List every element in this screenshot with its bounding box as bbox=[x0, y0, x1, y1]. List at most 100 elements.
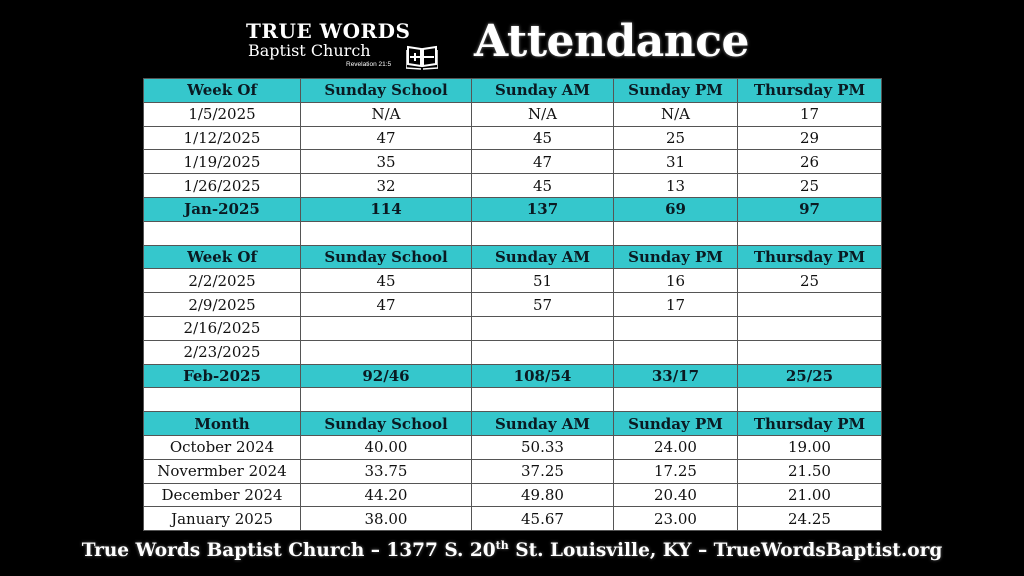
column-header: Sunday AM bbox=[471, 411, 614, 436]
column-header: Sunday School bbox=[300, 411, 472, 436]
january-header-row: Week Of Sunday School Sunday AM Sunday P… bbox=[143, 78, 882, 103]
table-cell: 24.00 bbox=[613, 434, 738, 460]
column-header: Month bbox=[143, 411, 301, 436]
table-cell: 35 bbox=[300, 149, 472, 175]
table-cell: 29 bbox=[737, 125, 882, 151]
table-cell bbox=[613, 315, 738, 341]
column-header: Sunday School bbox=[300, 78, 472, 103]
table-row: December 2024 44.20 49.80 20.40 21.00 bbox=[143, 482, 882, 508]
table-cell: 45 bbox=[471, 173, 614, 198]
table-cell: 1/5/2025 bbox=[143, 101, 301, 127]
table-row: 1/19/2025 35 47 31 26 bbox=[143, 149, 882, 175]
spacer-row bbox=[143, 387, 882, 413]
monthly-header-row: Month Sunday School Sunday AM Sunday PM … bbox=[143, 411, 882, 436]
table-cell bbox=[613, 339, 738, 365]
footer-superscript: th bbox=[495, 539, 509, 552]
open-bible-with-sword-icon bbox=[406, 45, 438, 70]
page-title: Attendance bbox=[474, 16, 750, 67]
table-cell: 1/19/2025 bbox=[143, 149, 301, 175]
table-cell: 1/26/2025 bbox=[143, 173, 301, 198]
table-cell bbox=[300, 315, 472, 341]
table-cell: 2/9/2025 bbox=[143, 292, 301, 317]
total-cell: 69 bbox=[613, 196, 738, 222]
column-header: Sunday PM bbox=[613, 411, 738, 436]
table-cell bbox=[737, 339, 882, 365]
total-cell: 97 bbox=[737, 196, 882, 222]
table-row: Novermber 2024 33.75 37.25 17.25 21.50 bbox=[143, 458, 882, 484]
total-cell: 108/54 bbox=[471, 363, 614, 389]
table-cell: 38.00 bbox=[300, 506, 472, 532]
table-cell: 20.40 bbox=[613, 482, 738, 508]
table-cell: 45.67 bbox=[471, 506, 614, 532]
january-total-row: Jan-2025 114 137 69 97 bbox=[143, 196, 882, 222]
total-cell: 92/46 bbox=[300, 363, 472, 389]
table-row: 2/2/2025 45 51 16 25 bbox=[143, 268, 882, 294]
attendance-table: Week Of Sunday School Sunday AM Sunday P… bbox=[143, 78, 882, 532]
table-cell: 47 bbox=[300, 125, 472, 151]
table-row: 2/16/2025 bbox=[143, 315, 882, 341]
table-cell: 2/16/2025 bbox=[143, 315, 301, 341]
total-cell: 114 bbox=[300, 196, 472, 222]
table-cell: 57 bbox=[471, 292, 614, 317]
total-cell: 33/17 bbox=[613, 363, 738, 389]
table-cell: 2/23/2025 bbox=[143, 339, 301, 365]
table-cell: 23.00 bbox=[613, 506, 738, 532]
column-header: Thursday PM bbox=[737, 78, 882, 103]
footer-text-part1: True Words Baptist Church – 1377 S. 20 bbox=[81, 540, 496, 561]
column-header: Thursday PM bbox=[737, 411, 882, 436]
table-cell: 25 bbox=[613, 125, 738, 151]
table-cell: December 2024 bbox=[143, 482, 301, 508]
table-cell: 17 bbox=[613, 292, 738, 317]
logo-line-revelation: Revelation 21:5 bbox=[346, 61, 392, 68]
table-cell: 24.25 bbox=[737, 506, 882, 532]
spacer-row bbox=[143, 220, 882, 246]
table-cell: 25 bbox=[737, 173, 882, 198]
table-cell: 40.00 bbox=[300, 434, 472, 460]
table-cell: Novermber 2024 bbox=[143, 458, 301, 484]
table-cell: N/A bbox=[300, 101, 472, 127]
table-cell: 13 bbox=[613, 173, 738, 198]
table-cell: 50.33 bbox=[471, 434, 614, 460]
table-cell: 25 bbox=[737, 268, 882, 294]
table-row: October 2024 40.00 50.33 24.00 19.00 bbox=[143, 434, 882, 460]
table-cell: 37.25 bbox=[471, 458, 614, 484]
table-cell: 51 bbox=[471, 268, 614, 294]
table-cell: 16 bbox=[613, 268, 738, 294]
column-header: Thursday PM bbox=[737, 244, 882, 270]
table-cell: 45 bbox=[300, 268, 472, 294]
column-header: Sunday PM bbox=[613, 78, 738, 103]
footer-address: True Words Baptist Church – 1377 S. 20th… bbox=[0, 538, 1024, 564]
february-header-row: Week Of Sunday School Sunday AM Sunday P… bbox=[143, 244, 882, 270]
table-cell: 33.75 bbox=[300, 458, 472, 484]
table-cell: January 2025 bbox=[143, 506, 301, 532]
table-cell bbox=[737, 315, 882, 341]
february-total-row: Feb-2025 92/46 108/54 33/17 25/25 bbox=[143, 363, 882, 389]
table-cell: October 2024 bbox=[143, 434, 301, 460]
table-cell bbox=[471, 315, 614, 341]
table-cell bbox=[737, 292, 882, 317]
table-row: 2/23/2025 bbox=[143, 339, 882, 365]
table-row: 1/26/2025 32 45 13 25 bbox=[143, 173, 882, 198]
footer-text-part2: St. Louisville, KY – TrueWordsBaptist.or… bbox=[508, 540, 943, 561]
table-cell bbox=[471, 339, 614, 365]
table-row: 1/5/2025 N/A N/A N/A 17 bbox=[143, 101, 882, 127]
total-cell: Jan-2025 bbox=[143, 196, 301, 222]
table-row: 1/12/2025 47 45 25 29 bbox=[143, 125, 882, 151]
church-logo: TRUE WORDS Baptist Church Revelation 21:… bbox=[246, 20, 441, 72]
table-cell bbox=[300, 339, 472, 365]
table-cell: 1/12/2025 bbox=[143, 125, 301, 151]
table-cell: 44.20 bbox=[300, 482, 472, 508]
table-cell: 21.50 bbox=[737, 458, 882, 484]
column-header: Week Of bbox=[143, 244, 301, 270]
table-cell: 26 bbox=[737, 149, 882, 175]
column-header: Sunday PM bbox=[613, 244, 738, 270]
table-cell: 31 bbox=[613, 149, 738, 175]
table-cell: 17 bbox=[737, 101, 882, 127]
logo-line-true-words: TRUE WORDS bbox=[246, 19, 411, 43]
table-cell: 47 bbox=[300, 292, 472, 317]
total-cell: Feb-2025 bbox=[143, 363, 301, 389]
table-cell: 19.00 bbox=[737, 434, 882, 460]
table-cell: N/A bbox=[471, 101, 614, 127]
column-header: Sunday AM bbox=[471, 244, 614, 270]
total-cell: 25/25 bbox=[737, 363, 882, 389]
